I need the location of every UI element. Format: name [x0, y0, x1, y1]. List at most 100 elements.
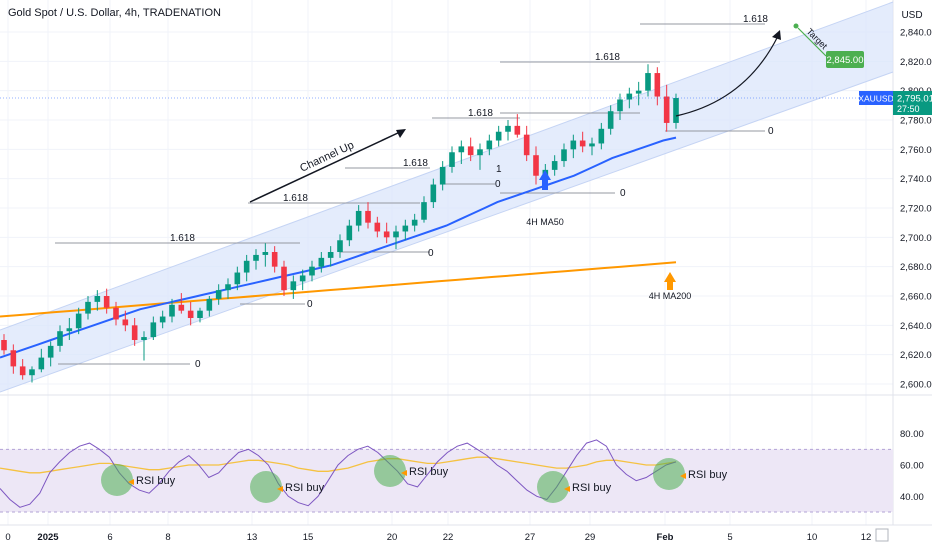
fib-1618-label: 1.618: [743, 14, 768, 25]
time-tick: 15: [303, 532, 314, 543]
channel-lower: [0, 71, 894, 393]
time-tick: 27: [525, 532, 536, 543]
candle-body: [467, 146, 474, 156]
candle-body: [243, 260, 250, 273]
candle-body: [206, 298, 213, 311]
fib-0-label: 0: [768, 126, 774, 137]
candle-body: [215, 290, 222, 299]
time-tick: 22: [443, 532, 454, 543]
candle-body: [486, 140, 493, 150]
target-dot: [793, 23, 799, 29]
target-box: [826, 51, 864, 68]
target-line: [797, 27, 827, 57]
grid: [0, 0, 932, 526]
price-tick: 2,600.00: [900, 380, 932, 391]
candle-body: [673, 98, 679, 123]
price-tick: 2,640.00: [900, 321, 932, 332]
currency-label: USD: [901, 10, 922, 21]
time-tick: 29: [585, 532, 596, 543]
candles: [1, 64, 679, 383]
candle-body: [122, 319, 129, 326]
candle-body: [159, 316, 166, 323]
candle-body: [299, 275, 306, 282]
ma50-label: 4H MA50: [526, 217, 564, 227]
time-tick: Feb: [657, 532, 674, 543]
candle-body: [47, 345, 54, 358]
fib-1618-label: 1.618: [403, 158, 428, 169]
candle-body: [290, 281, 297, 291]
price-tick: 2,840.00: [900, 28, 932, 39]
price-tag-value: 2,795.01: [897, 94, 932, 105]
fib-0-label: 0: [307, 299, 313, 310]
candle-body: [234, 272, 241, 285]
rsi-buy-label: RSI buy: [688, 469, 728, 481]
candle-body: [271, 252, 278, 267]
price-tick: 2,720.00: [900, 204, 932, 215]
candle-body: [346, 225, 353, 241]
candle-body: [253, 254, 259, 261]
candle-body: [430, 184, 437, 203]
rsi-buy-circle: [101, 464, 133, 496]
fib-0-label: 0: [428, 248, 434, 259]
time-tick: 13: [247, 532, 258, 543]
rsi-buy-label: RSI buy: [285, 482, 325, 494]
candle-body: [337, 240, 343, 252]
ma50-arrow-head: [539, 170, 551, 180]
moving-averages: [0, 136, 677, 359]
candle-body: [617, 99, 623, 112]
candle-body: [402, 225, 409, 232]
price-tick: 2,660.00: [900, 292, 932, 303]
candle-body: [607, 111, 614, 129]
fib-0-label: 0: [495, 179, 501, 190]
candle-body: [393, 231, 399, 238]
candle-body: [654, 73, 661, 97]
candle-body: [383, 231, 390, 238]
candle-body: [318, 257, 325, 267]
rsi-buy-circle: [537, 471, 569, 503]
symbol-tag-label: XAUUSD: [858, 94, 893, 104]
price-tick: 2,780.00: [900, 116, 932, 127]
candle-body: [579, 140, 586, 147]
candle-body: [1, 340, 7, 351]
candle-body: [374, 222, 381, 232]
fib-1618-label: 1.618: [468, 108, 493, 119]
candle-body: [66, 328, 73, 332]
price-axis[interactable]: USD2,840.002,820.002,800.002,780.002,760…: [0, 10, 932, 503]
candle-body: [626, 93, 633, 100]
candle-body: [495, 131, 502, 141]
candle-body: [169, 304, 175, 317]
rsi-ma-line: [0, 456, 677, 474]
fib-1618-label: 1.618: [595, 52, 620, 63]
chart-title: Gold Spot / U.S. Dollar, 4h, TRADENATION: [8, 7, 221, 19]
candle-body: [57, 331, 63, 346]
rsi-buy-arrow: [128, 479, 134, 485]
candle-body: [458, 146, 465, 153]
channel-upper: [0, 1, 894, 331]
time-tick: 2025: [37, 532, 59, 543]
candle-body: [281, 266, 287, 291]
channel-up: [0, 1, 894, 393]
candle-body: [505, 125, 511, 132]
ma50-line: [0, 136, 677, 359]
candle-body: [365, 210, 371, 223]
channel-arrow-line: [249, 131, 401, 203]
rsi-tick: 60.00: [900, 461, 924, 472]
price-tag-countdown: 27:50: [897, 104, 920, 114]
rsi-buy-label: RSI buy: [572, 482, 612, 494]
candle-body: [421, 202, 427, 220]
fib-0-label: 0: [620, 188, 626, 199]
projection-curve: [675, 35, 779, 117]
price-tick: 2,680.00: [900, 262, 932, 273]
time-tick: 10: [807, 532, 818, 543]
candle-body: [187, 310, 194, 318]
rsi-tick: 80.00: [900, 429, 924, 440]
candle-body: [533, 155, 539, 176]
rsi-band: [0, 449, 893, 512]
fib-1-label: 1: [496, 164, 502, 175]
candle-body: [103, 296, 110, 308]
price-tick: 2,760.00: [900, 145, 932, 156]
fibonacci-extensions: 1.618 0 1.618 0 1.618 0 1.618 0 1 1.618 0 1.618 0: [55, 14, 774, 370]
candle-body: [178, 304, 185, 311]
time-axis[interactable]: 0 2025 6 8 13 15 20 22 27 29 Feb 5 10 12: [5, 528, 889, 543]
